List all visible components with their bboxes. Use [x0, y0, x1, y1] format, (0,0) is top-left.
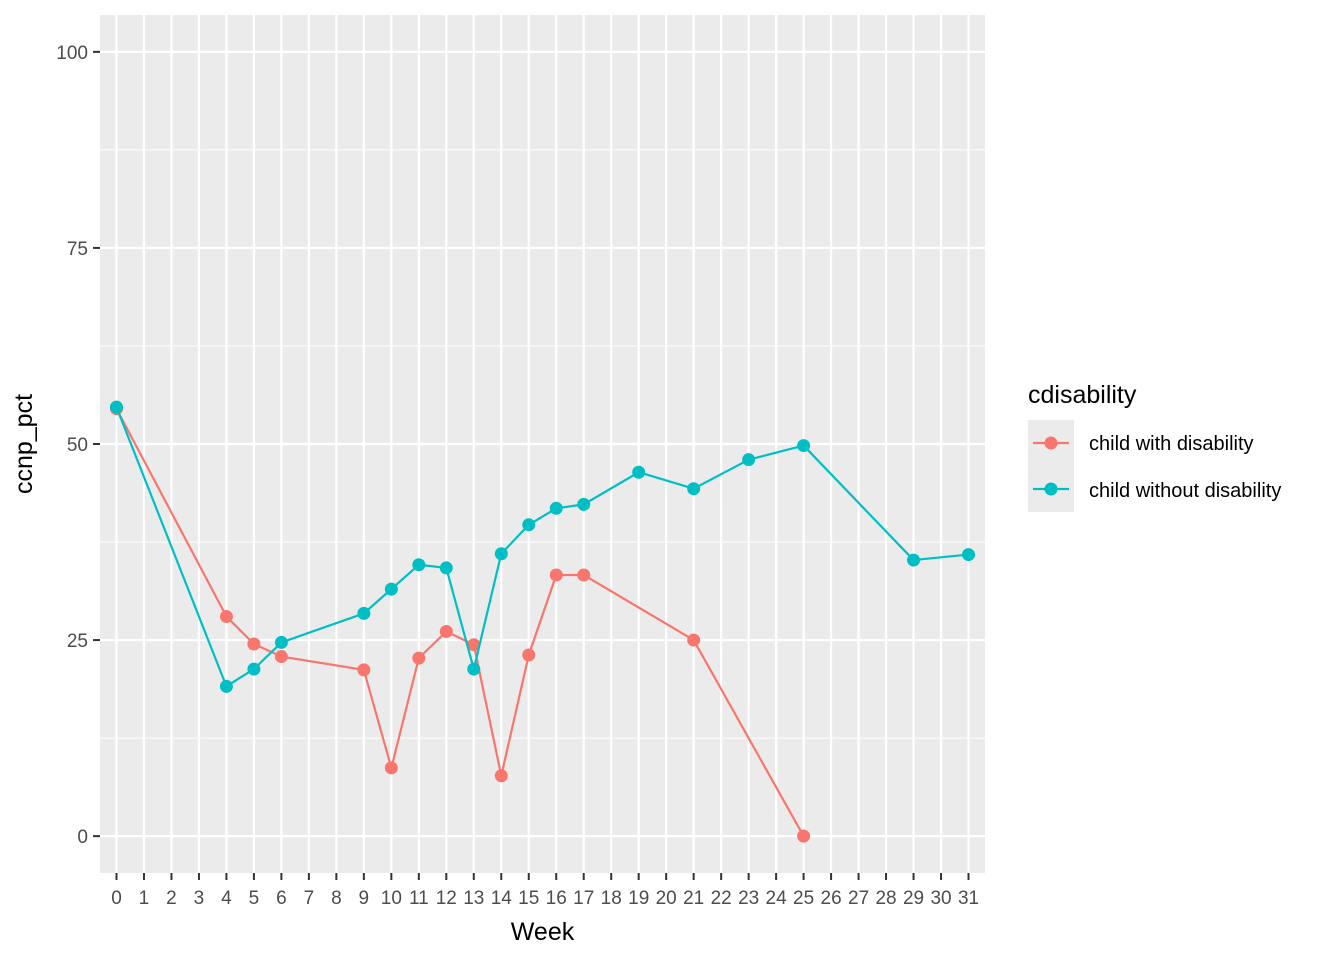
x-tick-label: 31 — [958, 888, 979, 909]
major-gridlines — [100, 15, 985, 873]
x-tick-label: 16 — [546, 888, 567, 909]
data-point-child-with-disability-week-6 — [274, 650, 288, 664]
data-point-child-without-disability-week-5 — [247, 662, 261, 676]
data-point-child-without-disability-week-16 — [549, 501, 563, 515]
data-point-child-with-disability-week-14 — [494, 769, 508, 783]
x-tick-label: 17 — [573, 888, 594, 909]
data-point-child-with-disability-week-11 — [412, 651, 426, 665]
x-tick-label: 14 — [491, 888, 513, 909]
legend-label-child-with-disability: child with disability — [1089, 433, 1254, 455]
legend-key-point-child-with-disability — [1044, 436, 1058, 450]
data-point-child-without-disability-week-11 — [412, 558, 426, 572]
y-tick-label: 25 — [67, 631, 88, 652]
data-point-child-without-disability-week-19 — [632, 465, 646, 479]
data-point-child-with-disability-week-9 — [357, 663, 371, 677]
y-tick-label: 0 — [77, 827, 88, 848]
x-tick-label: 0 — [111, 888, 122, 909]
data-point-child-with-disability-week-15 — [522, 648, 536, 662]
x-tick-label: 7 — [304, 888, 315, 909]
x-tick-label: 29 — [903, 888, 924, 909]
y-tick-label: 100 — [56, 43, 88, 64]
x-tick-label: 9 — [359, 888, 370, 909]
y-axis-title: ccnp_pct — [10, 394, 38, 494]
data-point-child-without-disability-week-10 — [384, 582, 398, 596]
x-tick-label: 8 — [331, 888, 342, 909]
x-tick-label: 12 — [436, 888, 457, 909]
data-point-child-without-disability-week-9 — [357, 606, 371, 620]
data-point-child-without-disability-week-13 — [467, 662, 481, 676]
data-point-child-with-disability-week-16 — [549, 568, 563, 582]
data-point-child-with-disability-week-5 — [247, 637, 261, 651]
data-point-child-without-disability-week-0 — [109, 400, 123, 414]
legend: cdisability child with disability child … — [1028, 381, 1281, 512]
data-point-child-with-disability-week-12 — [439, 624, 453, 638]
y-axis: 0 25 50 75 100 — [56, 43, 100, 848]
x-tick-label: 23 — [738, 888, 759, 909]
x-tick-label: 18 — [601, 888, 622, 909]
data-point-child-with-disability-week-10 — [384, 761, 398, 775]
x-tick-label: 30 — [930, 888, 951, 909]
x-tick-label: 1 — [139, 888, 150, 909]
y-tick-label: 50 — [67, 435, 88, 456]
x-tick-label: 2 — [166, 888, 177, 909]
x-tick-label: 25 — [793, 888, 814, 909]
x-tick-label: 21 — [683, 888, 704, 909]
data-point-child-without-disability-week-21 — [687, 482, 701, 496]
legend-title: cdisability — [1028, 381, 1137, 409]
x-tick-label: 22 — [711, 888, 732, 909]
x-tick-label: 10 — [381, 888, 402, 909]
data-point-child-with-disability-week-25 — [797, 829, 811, 843]
data-point-child-with-disability-week-4 — [219, 610, 233, 624]
x-tick-label: 20 — [656, 888, 677, 909]
x-tick-label: 15 — [518, 888, 539, 909]
data-point-child-without-disability-week-25 — [797, 439, 811, 453]
data-point-child-without-disability-week-15 — [522, 518, 536, 532]
data-point-child-without-disability-week-29 — [907, 553, 921, 567]
data-point-child-with-disability-week-17 — [577, 568, 591, 582]
x-axis-title: Week — [511, 918, 575, 946]
x-tick-label: 5 — [249, 888, 260, 909]
data-point-child-without-disability-week-4 — [219, 679, 233, 693]
x-tick-label: 13 — [463, 888, 484, 909]
minor-gridlines — [100, 149, 985, 739]
data-point-child-without-disability-week-6 — [274, 635, 288, 649]
data-point-child-with-disability-week-13 — [467, 638, 481, 652]
x-tick-label: 4 — [221, 888, 232, 909]
x-tick-label: 6 — [276, 888, 287, 909]
data-point-child-without-disability-week-14 — [494, 547, 508, 561]
x-tick-label: 28 — [875, 888, 896, 909]
data-point-child-without-disability-week-12 — [439, 561, 453, 575]
legend-key-point-child-without-disability — [1044, 482, 1058, 496]
y-tick-label: 75 — [67, 239, 88, 260]
series-layer — [109, 400, 976, 843]
data-point-child-without-disability-week-23 — [742, 453, 756, 467]
x-tick-label: 27 — [848, 888, 869, 909]
data-point-child-with-disability-week-21 — [687, 633, 701, 647]
data-point-child-without-disability-week-31 — [962, 548, 976, 562]
x-tick-label: 19 — [628, 888, 649, 909]
x-tick-label: 24 — [766, 888, 788, 909]
data-point-child-without-disability-week-17 — [577, 497, 591, 511]
series-child-without-disability — [109, 400, 976, 693]
x-axis: 0 1 2 3 4 5 6 7 8 9 10 11 12 13 14 15 16 17 18 19 20 21 22 23 24… — [111, 873, 979, 909]
x-tick-label: 26 — [821, 888, 842, 909]
x-tick-label: 3 — [194, 888, 205, 909]
x-tick-label: 11 — [409, 888, 429, 909]
legend-label-child-without-disability: child without disability — [1089, 480, 1281, 502]
